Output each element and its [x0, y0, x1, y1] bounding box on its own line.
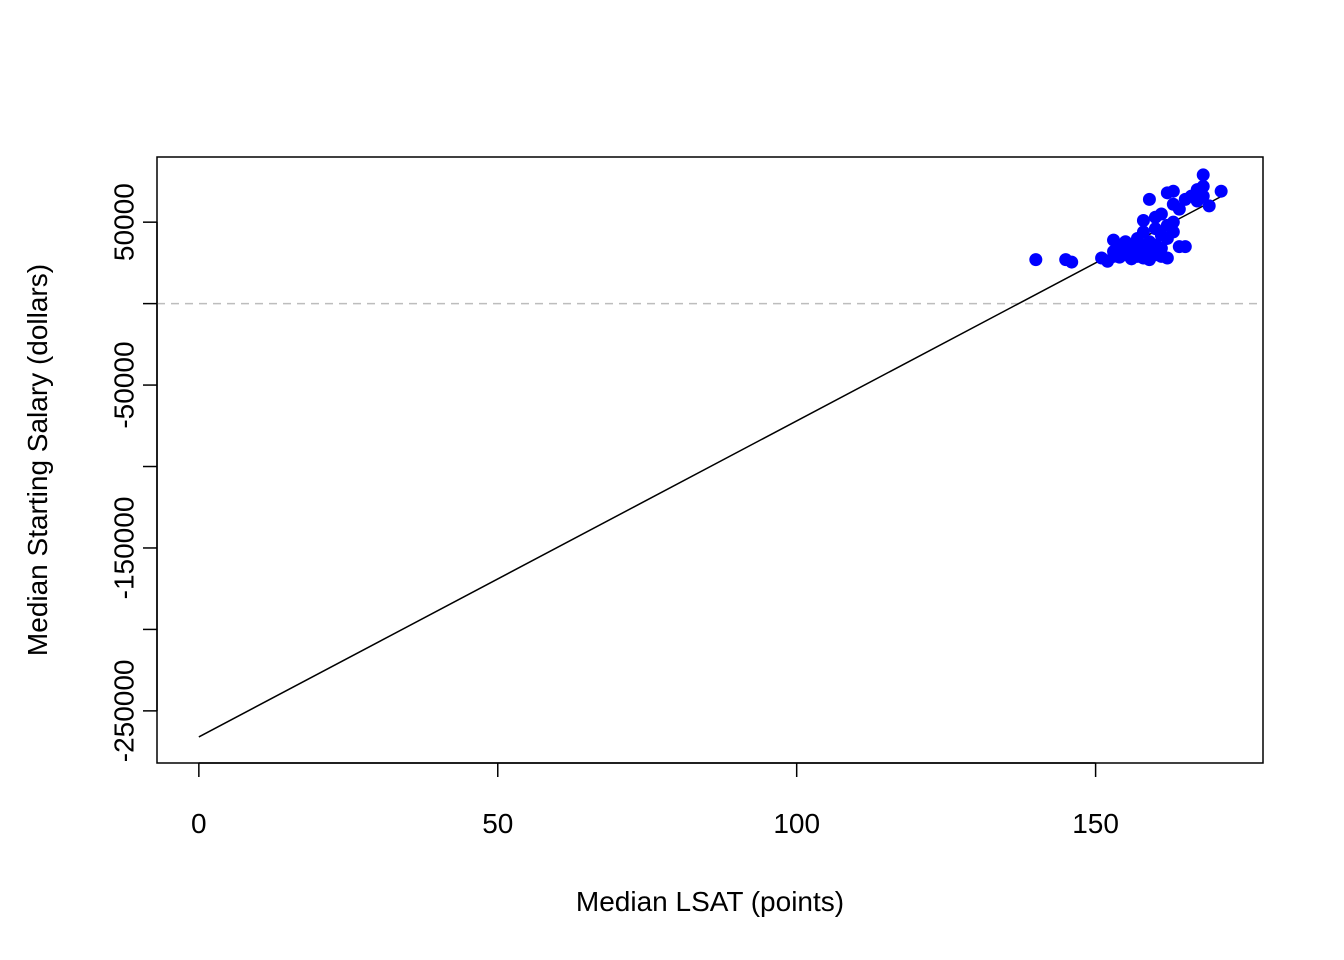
y-tick-label: -250000 [109, 659, 140, 762]
data-point [1154, 207, 1168, 221]
y-tick-label: -50000 [109, 341, 140, 428]
x-tick-label: 100 [773, 808, 820, 839]
y-tick-label: 50000 [109, 183, 140, 261]
data-point [1166, 184, 1180, 198]
data-point [1154, 241, 1168, 255]
data-point [1166, 225, 1180, 239]
x-tick-label: 50 [482, 808, 513, 839]
y-tick-label: -150000 [109, 497, 140, 600]
x-tick-label: 150 [1072, 808, 1119, 839]
data-point [1142, 192, 1156, 206]
data-point [1029, 253, 1043, 267]
data-point [1065, 255, 1079, 269]
data-point [1160, 251, 1174, 265]
data-point [1136, 225, 1150, 239]
x-axis: 0 50 100 150 [191, 762, 1119, 839]
data-point [1172, 202, 1186, 216]
data-point [1214, 184, 1228, 198]
data-point [1196, 168, 1210, 182]
regression-line-layer [198, 195, 1222, 738]
data-point [1166, 215, 1180, 229]
data-point [1136, 214, 1150, 228]
y-axis: 50000 -50000 -150000 -250000 [109, 183, 158, 762]
data-point [1178, 240, 1192, 254]
data-point [1196, 179, 1210, 193]
x-axis-title: Median LSAT (points) [576, 886, 844, 917]
x-tick-label: 0 [191, 808, 207, 839]
y-axis-title: Median Starting Salary (dollars) [22, 264, 53, 656]
data-point [1202, 199, 1216, 213]
data-points [1029, 168, 1228, 269]
data-point [1196, 189, 1210, 203]
regression-line [198, 195, 1222, 738]
